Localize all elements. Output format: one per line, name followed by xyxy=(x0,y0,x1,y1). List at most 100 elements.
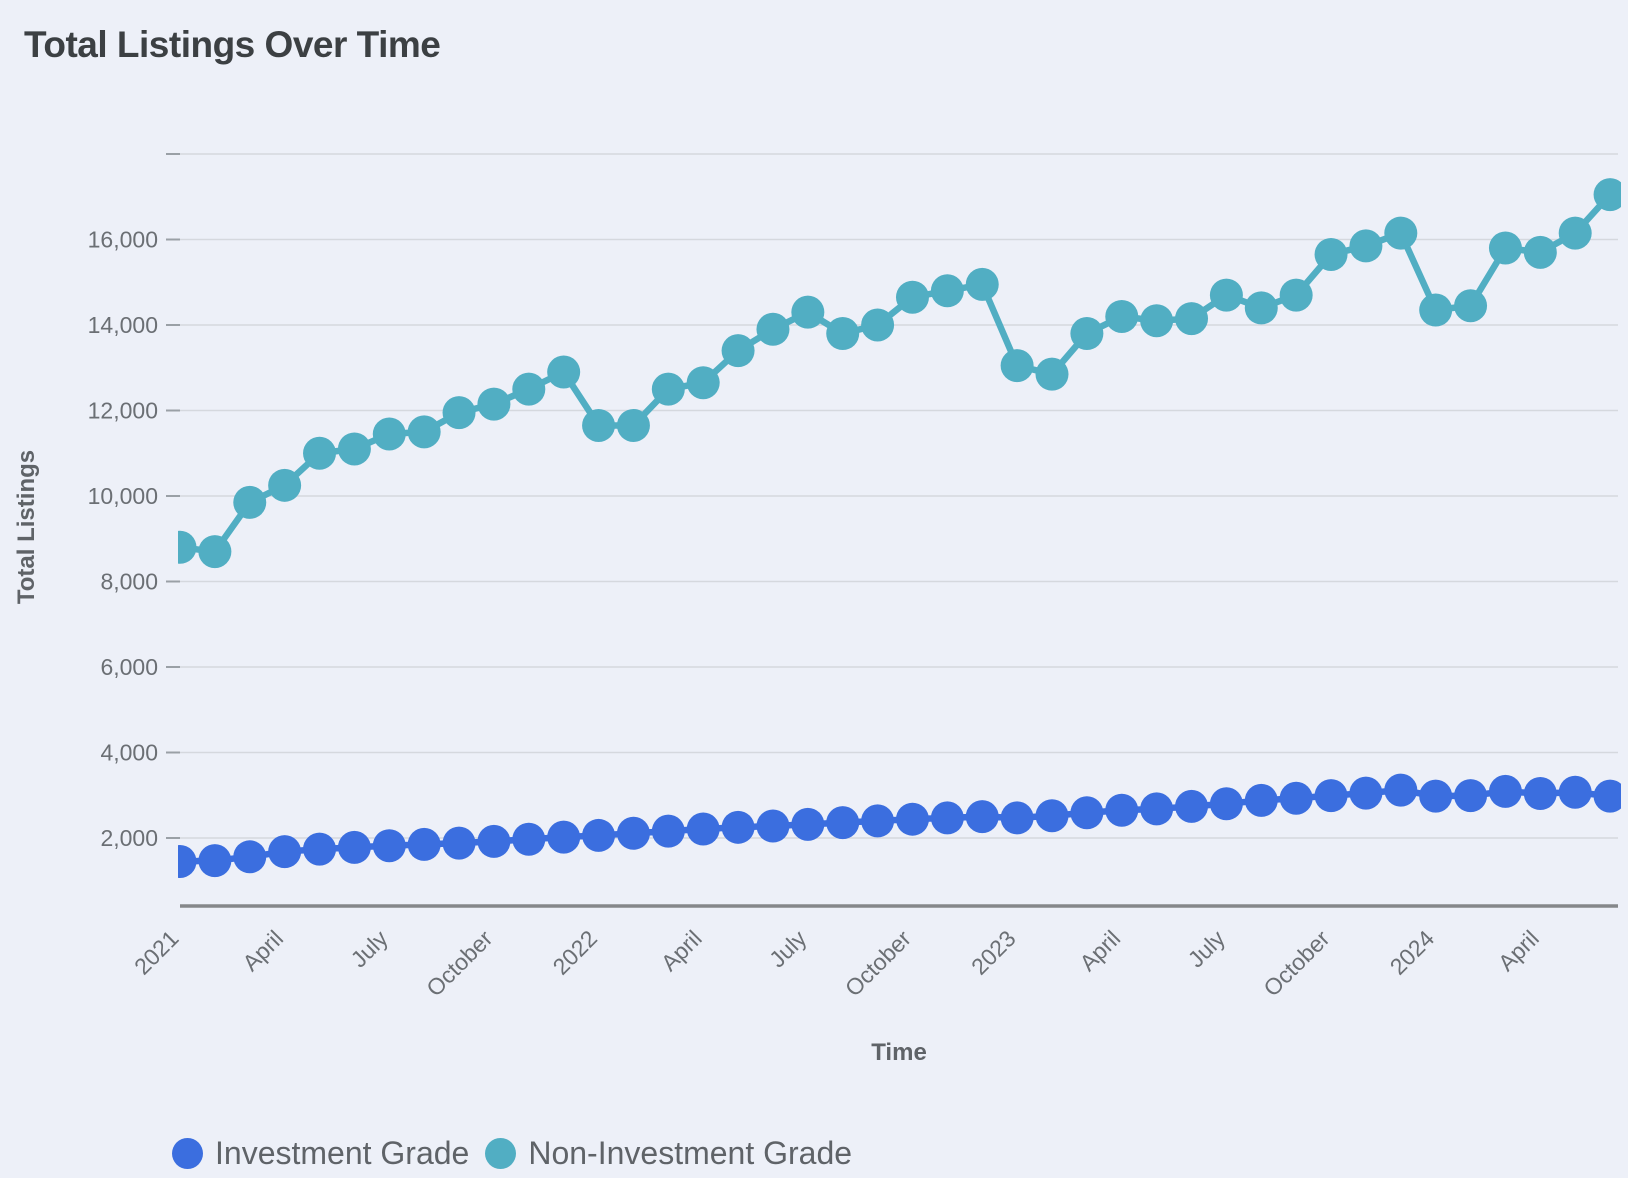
legend-item-investment-grade: Investment Grade xyxy=(172,1137,469,1169)
series-investment-grade-point xyxy=(372,829,406,863)
legend-dot-non-investment-grade-icon xyxy=(485,1137,517,1169)
series-investment-grade-point xyxy=(268,835,302,869)
x-axis-title: Time xyxy=(871,1039,927,1066)
series-investment-grade-point xyxy=(721,810,755,844)
x-tick-label: July xyxy=(1183,925,1231,973)
series-non-investment-grade-point xyxy=(1384,216,1418,250)
series-investment-grade-point xyxy=(442,826,476,860)
series-non-investment-grade-point xyxy=(442,396,476,430)
series-non-investment-grade-point xyxy=(303,436,337,470)
series-non-investment-grade-point xyxy=(791,295,825,329)
series-non-investment-grade-point xyxy=(1349,229,1383,263)
legend-label-non-investment-grade: Non-Investment Grade xyxy=(528,1135,853,1171)
series-investment-grade-point xyxy=(1349,776,1383,810)
series-investment-grade-point xyxy=(686,812,720,846)
series-investment-grade-point xyxy=(895,802,929,836)
y-tick-label: 4,000 xyxy=(100,740,158,766)
legend-item-non-investment-grade: Non-Investment Grade xyxy=(485,1137,852,1169)
series-investment-grade xyxy=(178,773,1621,879)
chart-title: Total Listings Over Time xyxy=(24,24,441,65)
series-investment-grade-point xyxy=(1244,783,1278,817)
x-tick-labels: 2021 April July October 2022 April July October… xyxy=(129,925,1544,1002)
series-investment-grade-point xyxy=(1070,796,1104,830)
x-tick-label: 2022 xyxy=(548,925,603,980)
total-listings-line-chart: 2,000 4,000 6,000 8,000 10,000 12,000 14,000 16… xyxy=(13,153,1621,1066)
series-investment-grade-point xyxy=(512,822,546,856)
y-tick-label: 2,000 xyxy=(100,825,158,851)
series-non-investment-grade-point xyxy=(1070,317,1104,351)
series-non-investment-grade-point xyxy=(895,280,929,314)
series-investment-grade-point xyxy=(198,844,232,878)
x-tick-label: 2023 xyxy=(966,925,1021,980)
series-non-investment-grade-point xyxy=(582,408,616,442)
series-investment-grade-point xyxy=(407,827,441,861)
x-tick-label: July xyxy=(346,925,394,973)
series-investment-grade-point xyxy=(1035,799,1069,833)
series-non-investment-grade-point xyxy=(1279,278,1313,312)
series-non-investment-grade-point xyxy=(1000,349,1034,383)
y-gridlines xyxy=(166,153,1618,839)
x-tick-label: October xyxy=(840,925,916,1001)
series-investment-grade-point xyxy=(303,832,337,866)
series-non-investment-grade-point xyxy=(965,267,999,301)
series-non-investment-grade-point xyxy=(1454,289,1488,323)
series-investment-grade-point xyxy=(1279,781,1313,815)
series-non-investment-grade-point xyxy=(198,535,232,569)
y-tick-label: 14,000 xyxy=(88,312,158,338)
y-tick-label: 12,000 xyxy=(88,398,158,424)
series-non-investment-grade-point xyxy=(861,308,895,342)
series-non-investment-grade-point xyxy=(1105,299,1139,333)
series-investment-grade-point xyxy=(477,824,511,858)
x-tick-label: April xyxy=(237,925,288,976)
series-non-investment-grade-point xyxy=(1140,304,1174,338)
y-tick-label: 10,000 xyxy=(88,483,158,509)
y-tick-labels: 2,000 4,000 6,000 8,000 10,000 12,000 14,000 16… xyxy=(88,227,158,852)
series-non-investment-grade xyxy=(178,178,1621,569)
series-investment-grade-point xyxy=(1558,775,1592,809)
series-investment-grade-point xyxy=(826,806,860,840)
series-investment-grade-point xyxy=(233,840,267,874)
series-non-investment-grade-point xyxy=(721,334,755,368)
x-tick-label: April xyxy=(656,925,707,976)
series-non-investment-grade-point xyxy=(407,415,441,449)
series-non-investment-grade-point xyxy=(1209,278,1243,312)
series-non-investment-grade-point xyxy=(1593,178,1621,212)
x-tick-label: October xyxy=(421,925,497,1001)
x-tick-label: 2021 xyxy=(129,925,184,980)
series-non-investment-grade-point xyxy=(268,468,302,502)
y-tick-label: 8,000 xyxy=(100,569,158,595)
series-non-investment-grade-point xyxy=(826,317,860,351)
series-investment-grade-point xyxy=(965,800,999,834)
series-investment-grade-point xyxy=(1593,779,1621,813)
x-tick-label: 2024 xyxy=(1385,925,1440,980)
series-investment-grade-point xyxy=(1454,779,1488,813)
series-non-investment-grade-point xyxy=(372,417,406,451)
series-investment-grade-point xyxy=(1209,787,1243,821)
series-investment-grade-point xyxy=(1384,773,1418,807)
series-layer xyxy=(178,178,1621,879)
series-non-investment-grade-point xyxy=(337,432,371,466)
series-investment-grade-point xyxy=(1523,777,1557,811)
series-non-investment-grade-point xyxy=(233,485,267,519)
series-investment-grade-point xyxy=(616,816,650,850)
series-non-investment-grade-point xyxy=(1314,237,1348,271)
series-investment-grade-point xyxy=(861,804,895,838)
series-investment-grade-point xyxy=(1105,793,1139,827)
series-investment-grade-point xyxy=(337,830,371,864)
y-axis-title: Total Listings xyxy=(13,450,40,604)
series-investment-grade-point xyxy=(1140,792,1174,826)
y-tick-label: 16,000 xyxy=(88,227,158,253)
x-tick-label: April xyxy=(1493,925,1544,976)
y-tick-label: 6,000 xyxy=(100,654,158,680)
series-non-investment-grade-point xyxy=(686,366,720,400)
series-investment-grade-point xyxy=(582,818,616,852)
series-non-investment-grade-point xyxy=(477,387,511,421)
x-tick-label: July xyxy=(764,925,812,973)
series-investment-grade-point xyxy=(791,807,825,841)
series-investment-grade-point xyxy=(756,809,790,843)
series-investment-grade-point xyxy=(930,801,964,835)
series-investment-grade-point xyxy=(1314,779,1348,813)
series-non-investment-grade-point xyxy=(1035,357,1069,391)
series-non-investment-grade-point xyxy=(756,312,790,346)
